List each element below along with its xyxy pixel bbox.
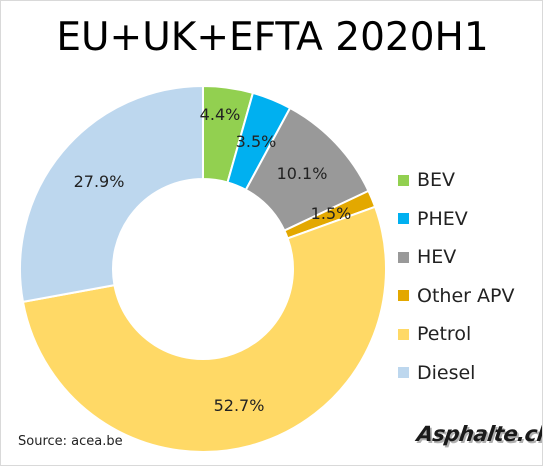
legend-label: BEV bbox=[417, 169, 456, 192]
source-note: Source: acea.be bbox=[18, 434, 123, 449]
legend-item-phev: PHEV bbox=[398, 200, 514, 239]
data-label-petrol: 52.7% bbox=[214, 396, 265, 415]
legend-swatch bbox=[398, 174, 409, 186]
legend-label: Diesel bbox=[417, 361, 476, 384]
legend-label: PHEV bbox=[417, 207, 468, 230]
slice-petrol bbox=[21, 205, 387, 453]
data-label-other-apv: 1.5% bbox=[311, 204, 352, 223]
legend-item-petrol: Petrol bbox=[398, 315, 514, 354]
legend-item-hev: HEV bbox=[398, 238, 514, 277]
legend-label: Petrol bbox=[417, 323, 472, 346]
data-label-phev: 3.5% bbox=[236, 132, 277, 151]
legend-item-diesel: Diesel bbox=[398, 354, 514, 393]
slice-diesel bbox=[19, 84, 204, 304]
legend-item-bev: BEV bbox=[398, 161, 514, 200]
data-label-diesel: 27.9% bbox=[74, 172, 125, 191]
legend-swatch bbox=[398, 290, 409, 302]
asphalte-logo: Asphalte.ch bbox=[415, 422, 543, 446]
chart-title: EU+UK+EFTA 2020H1 bbox=[56, 15, 489, 60]
legend-swatch bbox=[398, 251, 409, 263]
data-label-hev: 10.1% bbox=[277, 164, 328, 183]
legend-item-other-apv: Other APV bbox=[398, 277, 514, 316]
legend-label: Other APV bbox=[417, 284, 515, 307]
legend-swatch bbox=[398, 328, 409, 340]
legend: BEV PHEV HEV Other APV Petrol Diesel bbox=[398, 161, 514, 392]
legend-swatch bbox=[398, 367, 409, 379]
data-label-bev: 4.4% bbox=[200, 105, 241, 124]
legend-swatch bbox=[398, 213, 409, 225]
legend-label: HEV bbox=[417, 246, 457, 269]
